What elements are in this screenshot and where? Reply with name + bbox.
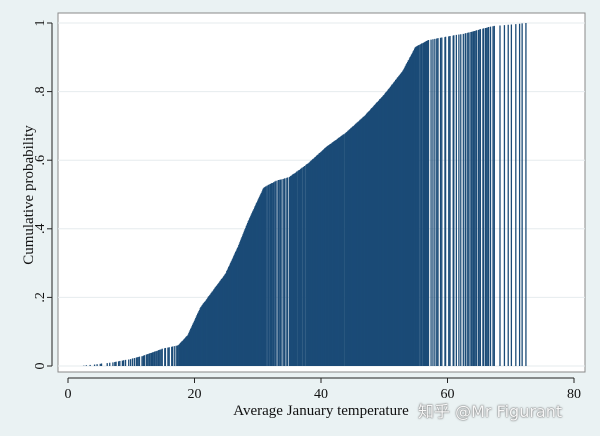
cdf-spikes: [83, 23, 527, 366]
y-axis-title: Cumulative probability: [21, 125, 37, 265]
y-tick-label-4: .8: [33, 86, 48, 97]
x-tick-label-2: 40: [314, 387, 328, 402]
x-tick-label-1: 20: [188, 387, 202, 402]
y-tick-label-2: .4: [33, 224, 48, 235]
x-tick-label-0: 0: [65, 387, 72, 402]
y-tick-label-1: .2: [33, 292, 48, 303]
y-tick-label-3: .6: [33, 155, 48, 166]
y-tick-label-0: 0: [33, 363, 48, 370]
y-tick-label-5: 1: [33, 20, 48, 27]
x-tick-label-3: 60: [441, 387, 455, 402]
axes: 0 20 40 60 80 0 .2 .4 .6 .8 1: [33, 20, 581, 403]
watermark: 知乎 @Mr Figurant: [418, 402, 563, 421]
x-tick-label-4: 80: [567, 387, 581, 402]
x-axis-title: Average January temperature: [233, 403, 409, 419]
